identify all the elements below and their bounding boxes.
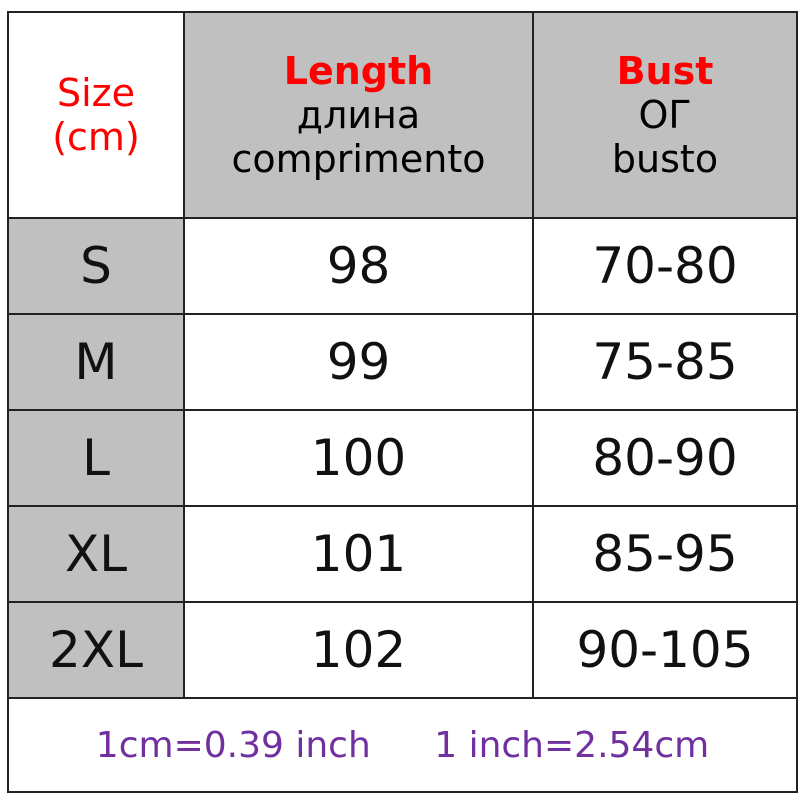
header-size: Size (cm) (7, 11, 185, 219)
bust-pt: busto (611, 137, 719, 181)
bust-cell: 90-105 (532, 601, 798, 699)
length-cell: 99 (183, 313, 534, 411)
length-cell: 100 (183, 409, 534, 507)
table-row: XL 101 85-95 (7, 505, 798, 603)
table-row: L 100 80-90 (7, 409, 798, 507)
length-pt: comprimento (231, 137, 486, 181)
conversion-row: 1cm=0.39 inch 1 inch=2.54cm (7, 697, 798, 793)
table-row: M 99 75-85 (7, 313, 798, 411)
bust-ru: ОГ (638, 93, 692, 137)
bust-cell: 70-80 (532, 217, 798, 315)
cm-to-inch: 1cm=0.39 inch (95, 724, 371, 766)
length-cell: 102 (183, 601, 534, 699)
size-cell: M (7, 313, 185, 411)
size-cell: S (7, 217, 185, 315)
bust-cell: 80-90 (532, 409, 798, 507)
size-label: Size (56, 71, 135, 115)
table-row: 2XL 102 90-105 (7, 601, 798, 699)
size-chart-table: Size (cm) Length длина comprimento Bust … (7, 11, 798, 793)
inch-to-cm: 1 inch=2.54cm (434, 724, 710, 766)
length-ru: длина (296, 93, 421, 137)
size-cell: 2XL (7, 601, 185, 699)
header-length: Length длина comprimento (183, 11, 534, 219)
header-bust: Bust ОГ busto (532, 11, 798, 219)
header-row: Size (cm) Length длина comprimento Bust … (7, 11, 798, 219)
length-cell: 98 (183, 217, 534, 315)
bust-title: Bust (616, 49, 714, 93)
length-title: Length (283, 49, 434, 93)
conversion-note: 1cm=0.39 inch 1 inch=2.54cm (7, 697, 798, 793)
size-cell: L (7, 409, 185, 507)
table-row: S 98 70-80 (7, 217, 798, 315)
length-cell: 101 (183, 505, 534, 603)
bust-cell: 75-85 (532, 313, 798, 411)
bust-cell: 85-95 (532, 505, 798, 603)
size-unit: (cm) (52, 115, 140, 159)
size-cell: XL (7, 505, 185, 603)
